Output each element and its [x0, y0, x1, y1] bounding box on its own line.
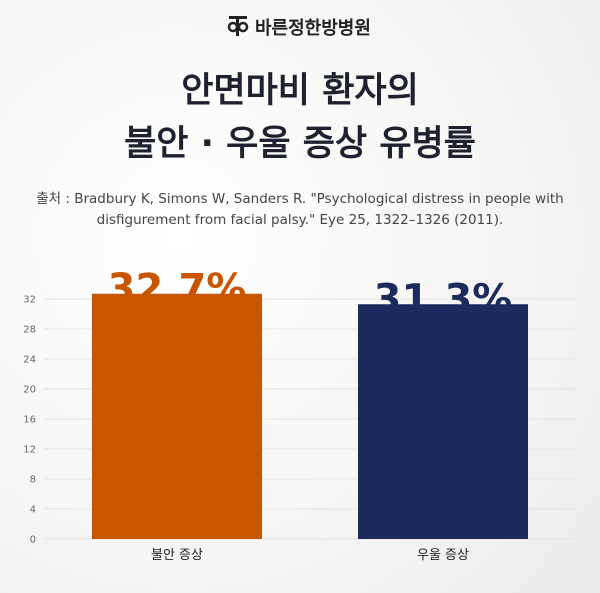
y-tick-label: 0	[30, 535, 36, 546]
y-tick-label: 20	[23, 385, 36, 396]
y-tick-label: 12	[23, 445, 36, 456]
brand: 바른정한방병원	[255, 18, 371, 39]
source: disfigurement from facial palsy." Eye 25…	[97, 212, 504, 228]
y-tick-label: 28	[23, 325, 36, 336]
y-tick-label: 16	[23, 415, 36, 426]
y-tick-label: 24	[23, 355, 36, 366]
y-tick-label: 4	[30, 505, 36, 516]
logo-icon	[227, 16, 249, 36]
chart-title: 안면마비 환자의	[181, 71, 419, 111]
x-tick-label: 불안 증상	[151, 548, 203, 563]
x-tick-label: 우울 증상	[417, 548, 469, 563]
source: 출처 : Bradbury K, Simons W, Sanders R. "P…	[36, 191, 563, 207]
bar	[358, 304, 528, 539]
y-tick-label: 32	[23, 295, 36, 306]
bar	[92, 293, 262, 539]
y-tick-label: 8	[30, 475, 36, 486]
chart-title: 불안 · 우울 증상 유병률	[124, 124, 476, 164]
